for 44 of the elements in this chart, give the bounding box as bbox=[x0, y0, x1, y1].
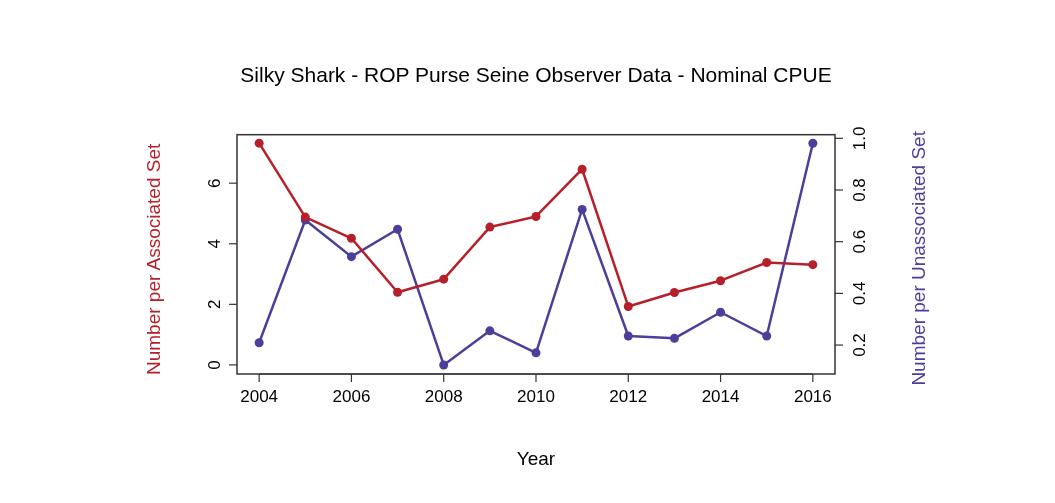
y-axis-title: Number per Associated Set bbox=[143, 142, 164, 375]
point bbox=[254, 338, 264, 348]
point bbox=[439, 274, 449, 284]
x-tick-label: 2010 bbox=[517, 387, 555, 406]
point bbox=[808, 138, 818, 148]
x-tick-label: 2004 bbox=[240, 387, 279, 406]
point bbox=[346, 233, 356, 243]
y2-axis-title: Number per Unassociated Set bbox=[908, 130, 929, 386]
y-tick-label: 0 bbox=[205, 360, 224, 370]
point bbox=[716, 307, 726, 317]
point bbox=[577, 164, 587, 174]
point bbox=[577, 204, 587, 214]
y-tick-label: 4 bbox=[205, 239, 224, 249]
point bbox=[393, 287, 403, 297]
point bbox=[254, 138, 264, 148]
point bbox=[439, 360, 449, 370]
x-axis-title: Year bbox=[516, 448, 556, 469]
point bbox=[485, 326, 495, 336]
chart-title: Silky Shark - ROP Purse Seine Observer Data - Nominal CPUE bbox=[240, 63, 832, 86]
y-tick-label: 2 bbox=[205, 299, 224, 310]
x-tick-label: 2008 bbox=[424, 387, 463, 406]
point bbox=[623, 331, 633, 341]
x-tick-label: 2014 bbox=[701, 387, 740, 406]
point bbox=[716, 276, 726, 286]
point bbox=[393, 224, 403, 234]
point bbox=[485, 222, 495, 232]
point bbox=[346, 252, 356, 262]
point bbox=[623, 301, 633, 311]
y2-tick-label: 1.0 bbox=[850, 126, 869, 151]
x-tick-label: 2006 bbox=[332, 387, 371, 406]
point bbox=[531, 211, 541, 221]
x-tick-label: 2016 bbox=[793, 387, 832, 406]
point bbox=[808, 260, 818, 270]
y2-tick-label: 0.8 bbox=[850, 178, 869, 202]
point bbox=[669, 333, 679, 343]
point bbox=[531, 348, 541, 358]
point bbox=[762, 331, 772, 341]
y-tick-label: 6 bbox=[205, 178, 224, 188]
y2-tick-label: 0.4 bbox=[850, 281, 869, 306]
y2-tick-label: 0.6 bbox=[850, 229, 869, 254]
point bbox=[669, 288, 679, 298]
y2-tick-label: 0.2 bbox=[850, 333, 869, 357]
x-tick-label: 2012 bbox=[609, 387, 648, 406]
point bbox=[762, 258, 772, 268]
